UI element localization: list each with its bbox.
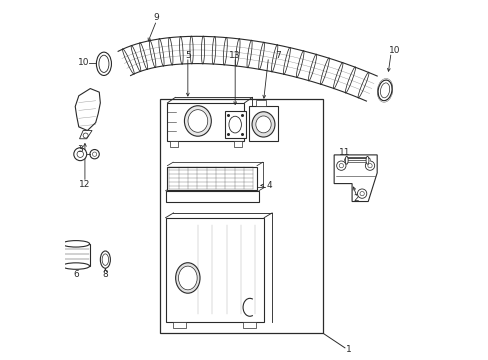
Text: 2: 2 [353,194,359,203]
Ellipse shape [96,52,111,76]
Text: 3: 3 [77,145,83,154]
Text: 8: 8 [102,270,108,279]
Bar [243,321,256,328]
Bar [256,100,266,106]
Text: 6: 6 [73,270,79,279]
Text: 7: 7 [275,51,281,60]
Ellipse shape [187,110,207,132]
Bar [233,140,242,147]
Ellipse shape [62,263,89,269]
Text: 5: 5 [184,51,190,60]
Circle shape [365,161,374,170]
Bar [167,167,257,190]
Ellipse shape [255,116,271,133]
Ellipse shape [377,80,391,101]
Bar [248,106,278,141]
Bar [165,218,264,321]
Text: 11: 11 [339,148,350,157]
Circle shape [74,148,86,161]
Text: 12: 12 [79,180,90,189]
Bar [160,99,323,333]
Text: 4: 4 [266,181,272,190]
Ellipse shape [184,106,211,136]
Polygon shape [80,131,92,139]
Bar [62,244,89,266]
Ellipse shape [100,251,110,268]
Circle shape [90,149,99,159]
Ellipse shape [178,266,197,290]
Bar [167,103,244,140]
Bar [169,140,178,147]
Text: 10: 10 [78,58,89,67]
Polygon shape [75,89,100,131]
Text: 13: 13 [229,51,241,60]
Circle shape [336,161,346,170]
Bar [224,111,245,138]
Text: 10: 10 [388,46,400,55]
Circle shape [357,189,366,198]
Ellipse shape [366,156,368,164]
Text: 1: 1 [345,346,351,355]
Ellipse shape [175,263,200,293]
Ellipse shape [345,156,347,164]
Bar [173,321,186,328]
Bar [165,191,258,202]
Ellipse shape [251,112,274,137]
Ellipse shape [62,240,89,247]
Polygon shape [333,155,376,202]
Text: 9: 9 [153,13,159,22]
